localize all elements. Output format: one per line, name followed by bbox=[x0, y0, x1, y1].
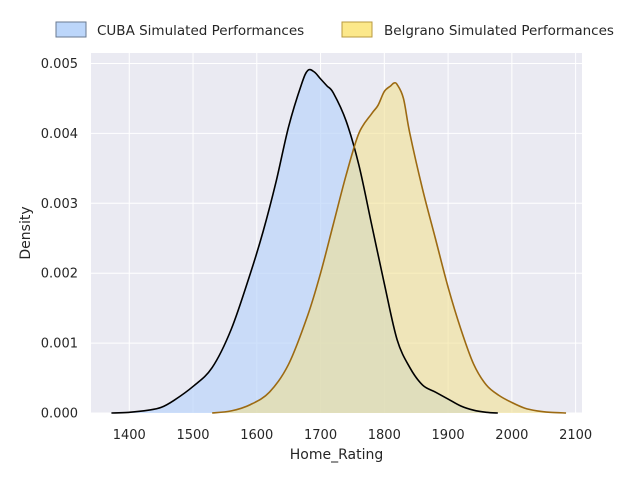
x-axis-label: Home_Rating bbox=[290, 447, 383, 463]
y-tick-label: 0.003 bbox=[41, 197, 78, 212]
legend-swatch-cuba bbox=[55, 21, 87, 38]
legend-label-cuba: CUBA Simulated Performances bbox=[97, 23, 304, 39]
x-tick-label: 1800 bbox=[368, 428, 401, 443]
density-areas bbox=[111, 68, 567, 414]
y-tick-label: 0.001 bbox=[41, 337, 78, 352]
y-tick-label: 0.005 bbox=[41, 57, 78, 72]
y-tick-label: 0.000 bbox=[41, 407, 78, 422]
y-axis-label: Density bbox=[18, 206, 34, 259]
x-tick-label: 2000 bbox=[495, 428, 528, 443]
legend-label-belgrano: Belgrano Simulated Performances bbox=[384, 23, 614, 39]
density-line-cuba bbox=[111, 68, 498, 414]
legend-entry-cuba: CUBA Simulated Performances bbox=[55, 21, 304, 39]
y-tick-labels: 0.000 0.001 0.002 0.003 0.004 0.005 bbox=[41, 57, 78, 422]
density-line-belgrano bbox=[212, 81, 567, 414]
legend: CUBA Simulated Performances Belgrano Sim… bbox=[55, 21, 614, 39]
x-tick-labels: 1400 1500 1600 1700 1800 1900 2000 2100 bbox=[113, 428, 592, 443]
x-tick-label: 1500 bbox=[176, 428, 209, 443]
density-area-cuba bbox=[111, 69, 498, 414]
x-tick-label: 2100 bbox=[559, 428, 592, 443]
y-tick-label: 0.002 bbox=[41, 267, 78, 282]
density-area-belgrano bbox=[212, 82, 567, 414]
x-tick-label: 1900 bbox=[432, 428, 465, 443]
legend-swatch-belgrano bbox=[341, 21, 373, 38]
legend-entry-belgrano: Belgrano Simulated Performances bbox=[341, 21, 614, 39]
x-tick-label: 1600 bbox=[240, 428, 273, 443]
x-tick-label: 1400 bbox=[113, 428, 146, 443]
y-tick-label: 0.004 bbox=[41, 127, 78, 142]
x-tick-label: 1700 bbox=[304, 428, 337, 443]
